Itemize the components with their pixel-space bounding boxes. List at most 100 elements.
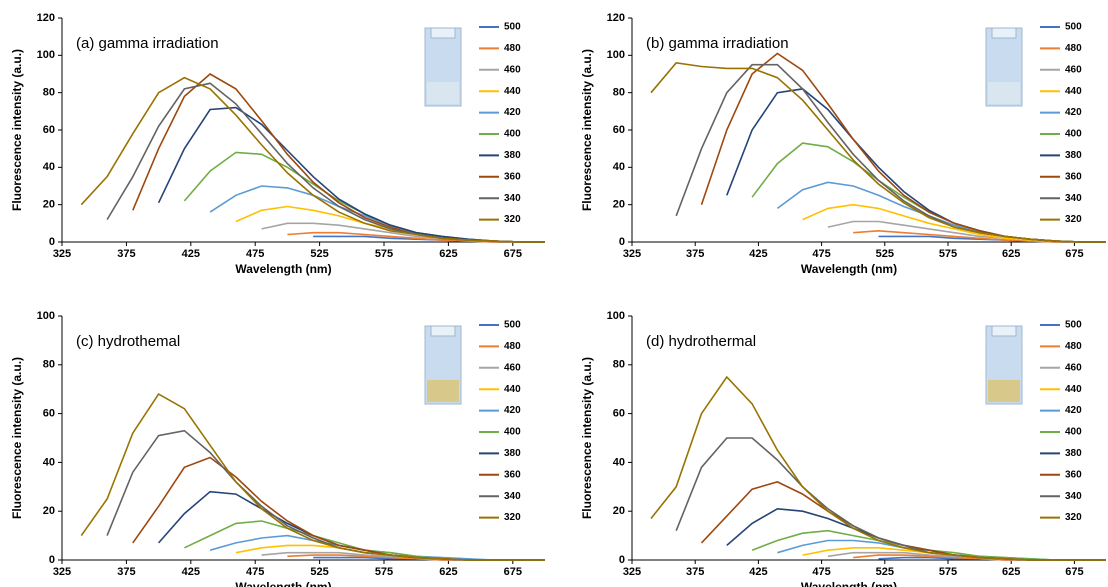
x-tick-label: 325 xyxy=(623,566,641,578)
x-tick-label: 525 xyxy=(310,248,328,260)
series-line xyxy=(650,61,1106,243)
x-tick-label: 525 xyxy=(310,566,328,578)
vial-liquid xyxy=(988,82,1020,104)
series-line xyxy=(209,185,545,243)
y-tick-label: 40 xyxy=(613,161,625,173)
y-axis-title: Fluorescence intensity (a.u.) xyxy=(580,357,594,519)
panel-title: (b) gamma irradiation xyxy=(646,35,789,52)
legend-label: 420 xyxy=(504,107,521,118)
legend-label: 480 xyxy=(504,341,521,352)
x-tick-label: 375 xyxy=(686,248,704,260)
legend-label: 340 xyxy=(1065,193,1082,204)
legend-label: 340 xyxy=(504,193,521,204)
y-tick-label: 80 xyxy=(43,359,55,371)
legend-label: 360 xyxy=(504,171,521,182)
series-line xyxy=(700,52,1106,243)
legend-label: 380 xyxy=(504,448,521,459)
y-tick-label: 100 xyxy=(37,49,55,61)
y-tick-label: 100 xyxy=(607,49,625,61)
legend-label: 500 xyxy=(504,320,521,331)
x-tick-label: 475 xyxy=(812,248,830,260)
x-tick-label: 375 xyxy=(117,566,135,578)
series-line xyxy=(80,393,545,561)
legend-label: 400 xyxy=(1065,129,1082,140)
x-axis-title: Wavelength (nm) xyxy=(801,580,897,587)
y-tick-label: 80 xyxy=(43,87,55,99)
y-tick-label: 0 xyxy=(49,236,55,248)
y-tick-label: 60 xyxy=(43,124,55,136)
legend-label: 360 xyxy=(1065,171,1082,182)
x-tick-label: 375 xyxy=(686,566,704,578)
x-tick-label: 375 xyxy=(117,248,135,260)
y-tick-label: 20 xyxy=(613,505,625,517)
y-tick-label: 100 xyxy=(607,310,625,322)
y-tick-label: 120 xyxy=(607,12,625,24)
series-line xyxy=(650,375,1106,561)
vial-liquid xyxy=(988,380,1020,402)
series-line xyxy=(776,181,1106,243)
y-tick-label: 40 xyxy=(43,456,55,468)
x-axis-title: Wavelength (nm) xyxy=(801,262,897,276)
y-tick-label: 60 xyxy=(613,124,625,136)
x-tick-label: 425 xyxy=(182,566,200,578)
y-tick-label: 100 xyxy=(37,310,55,322)
legend-label: 500 xyxy=(504,22,521,33)
legend-label: 360 xyxy=(504,469,521,480)
legend-label: 380 xyxy=(1065,448,1082,459)
vial-photo xyxy=(424,325,462,405)
legend-label: 500 xyxy=(1065,22,1082,33)
legend-label: 480 xyxy=(1065,341,1082,352)
legend-label: 380 xyxy=(1065,150,1082,161)
x-tick-label: 325 xyxy=(53,248,71,260)
x-tick-label: 525 xyxy=(876,248,894,260)
legend-label: 420 xyxy=(1065,107,1082,118)
series-line xyxy=(132,73,545,243)
y-tick-label: 0 xyxy=(619,236,625,248)
legend-label: 340 xyxy=(1065,491,1082,502)
x-tick-label: 325 xyxy=(53,566,71,578)
panel-title: (d) hydrothermal xyxy=(646,333,756,350)
legend-label: 480 xyxy=(1065,43,1082,54)
vial-liquid xyxy=(427,82,459,104)
y-axis-title: Fluorescence intensity (a.u.) xyxy=(10,357,24,519)
x-tick-label: 675 xyxy=(504,566,522,578)
legend-label: 400 xyxy=(1065,427,1082,438)
x-axis-title: Wavelength (nm) xyxy=(235,580,331,587)
y-tick-label: 0 xyxy=(49,554,55,566)
y-tick-label: 20 xyxy=(43,505,55,517)
legend-label: 480 xyxy=(504,43,521,54)
x-tick-label: 625 xyxy=(1002,566,1020,578)
vial-liquid xyxy=(427,380,459,402)
x-tick-label: 675 xyxy=(1065,566,1083,578)
y-axis-title: Fluorescence intensity (a.u.) xyxy=(10,49,24,211)
legend-label: 440 xyxy=(1065,384,1082,395)
x-tick-label: 575 xyxy=(375,566,393,578)
legend-label: 460 xyxy=(1065,362,1082,373)
y-tick-label: 20 xyxy=(43,199,55,211)
legend-label: 320 xyxy=(504,214,521,225)
x-tick-label: 325 xyxy=(623,248,641,260)
series-line xyxy=(726,507,1106,561)
y-tick-label: 20 xyxy=(613,199,625,211)
vial-cap xyxy=(430,325,456,337)
legend-label: 460 xyxy=(504,64,521,75)
y-tick-label: 80 xyxy=(613,87,625,99)
legend-label: 440 xyxy=(1065,86,1082,97)
legend-label: 400 xyxy=(504,129,521,140)
legend-label: 320 xyxy=(504,512,521,523)
y-tick-label: 120 xyxy=(37,12,55,24)
x-tick-label: 525 xyxy=(876,566,894,578)
legend-label: 500 xyxy=(1065,320,1082,331)
x-tick-label: 625 xyxy=(439,248,457,260)
vial-cap xyxy=(991,27,1017,39)
x-tick-label: 675 xyxy=(504,248,522,260)
vial-photo xyxy=(985,27,1023,107)
x-tick-label: 475 xyxy=(246,248,264,260)
legend-label: 340 xyxy=(504,491,521,502)
vial-cap xyxy=(991,325,1017,337)
vial-cap xyxy=(430,27,456,39)
panel-title: (c) hydrothemal xyxy=(76,333,180,350)
vial-photo xyxy=(424,27,462,107)
x-tick-label: 475 xyxy=(812,566,830,578)
